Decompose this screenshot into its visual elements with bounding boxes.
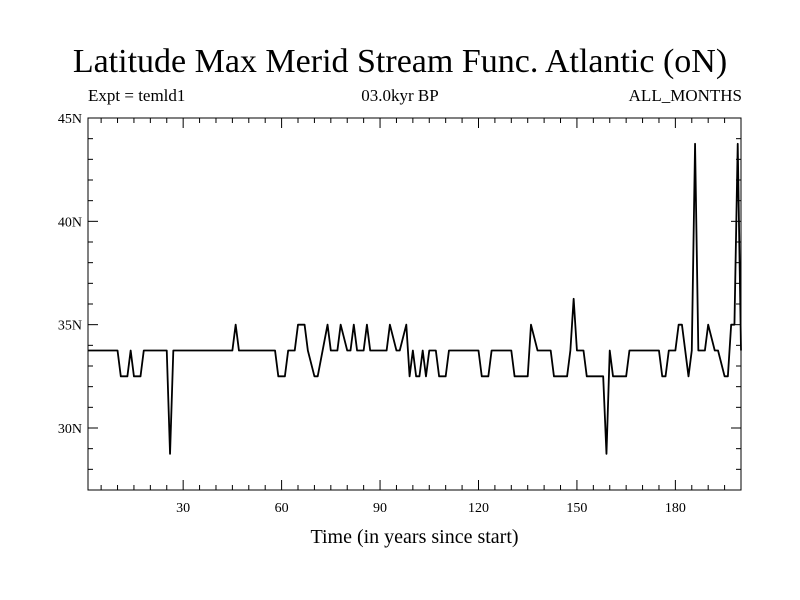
x-tick-label: 150 bbox=[566, 501, 587, 516]
y-tick-label: 40N bbox=[58, 215, 82, 230]
x-axis-label: Time (in years since start) bbox=[310, 526, 518, 548]
series-group bbox=[88, 142, 742, 455]
x-tick-label: 180 bbox=[665, 501, 686, 516]
experiment-label: Expt = temld1 bbox=[88, 86, 186, 105]
plot-frame bbox=[87, 117, 742, 491]
y-tick-label: 30N bbox=[58, 422, 82, 437]
x-tick-label: 30 bbox=[176, 501, 190, 516]
period-label: 03.0kyr BP bbox=[361, 86, 439, 105]
series-line-0 bbox=[88, 142, 742, 455]
x-tick-label: 120 bbox=[468, 501, 489, 516]
months-label: ALL_MONTHS bbox=[628, 86, 742, 105]
x-tick-label: 90 bbox=[373, 501, 387, 516]
chart-title: Latitude Max Merid Stream Func. Atlantic… bbox=[72, 43, 728, 80]
axis-ticks bbox=[88, 117, 741, 491]
x-tick-label: 60 bbox=[275, 501, 289, 516]
y-tick-label: 45N bbox=[58, 112, 82, 127]
tick-labels: 30 60 90 120 150 180 30N 35N 40N 45N bbox=[58, 112, 686, 516]
y-tick-label: 35N bbox=[58, 319, 82, 334]
